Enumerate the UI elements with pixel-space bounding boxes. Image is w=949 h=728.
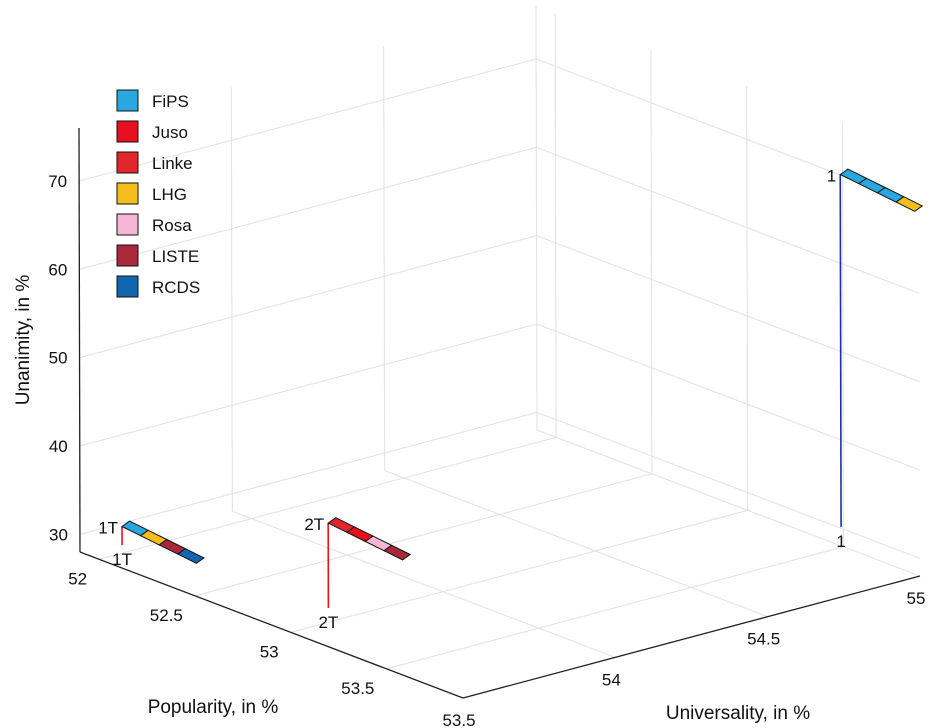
x-axis-title: Universality, in % <box>666 703 810 724</box>
legend: FiPS Juso Linke LHG Rosa LISTE RCDS <box>116 89 200 298</box>
stem-line <box>839 174 842 527</box>
gridline <box>536 429 921 577</box>
bar-segment <box>176 548 205 564</box>
x-tick-label: 54 <box>602 670 621 689</box>
tick-labels: 53.5 54 54.5 55 52 52.5 53 53.5 30 40 50 60 70 <box>48 172 925 728</box>
legend-label: RCDS <box>152 278 200 297</box>
grid-layer <box>78 5 921 699</box>
bar-segment <box>383 544 412 561</box>
gridline <box>536 235 920 383</box>
legend-label: LHG <box>152 185 187 204</box>
legend-label: Linke <box>152 154 193 173</box>
point-label: 1 <box>827 166 836 185</box>
point-label: 2T <box>304 515 324 534</box>
gridline <box>535 5 538 431</box>
gridline <box>536 411 921 559</box>
gridline <box>290 509 748 633</box>
gridline <box>384 470 768 618</box>
y-tick-label: 53 <box>260 642 279 661</box>
gridline <box>386 546 844 670</box>
legend-label: FiPS <box>152 92 189 111</box>
z-axis-line <box>78 127 81 553</box>
legend-label: LISTE <box>152 247 199 266</box>
bar-segment <box>895 196 924 212</box>
gridline <box>79 411 538 535</box>
legend-swatch <box>116 89 139 112</box>
legend-label: Rosa <box>152 216 192 235</box>
gridline <box>232 510 616 658</box>
legend-label: Juso <box>152 123 188 142</box>
z-tick-label: 70 <box>48 172 67 191</box>
z-tick-label: 50 <box>49 349 68 368</box>
x-axis-line <box>462 575 921 699</box>
stem-label: 2T <box>318 613 338 632</box>
gridline <box>554 13 557 438</box>
gridline <box>230 87 233 512</box>
y-tick-label: 53.5 <box>341 679 374 698</box>
gridline <box>194 473 653 597</box>
gridline <box>78 58 537 182</box>
legend-swatch <box>116 182 139 205</box>
gridline <box>536 146 920 294</box>
y-axis-title: Popularity, in % <box>148 697 279 718</box>
z-tick-label: 60 <box>48 260 67 279</box>
y-tick-label: 52.5 <box>150 606 183 625</box>
point-label: 1T <box>98 519 118 538</box>
data-marks: 1T 1T 2T 2T 1 1 <box>98 166 924 632</box>
axis-titles: Universality, in % Popularity, in % Unan… <box>13 275 810 724</box>
gridline <box>79 323 537 447</box>
stem-label: 1T <box>112 550 132 569</box>
gridline <box>650 49 653 474</box>
gridline <box>99 436 557 560</box>
legend-swatch <box>116 213 139 236</box>
gridline <box>746 86 749 511</box>
gridline <box>79 235 537 359</box>
legend-swatch <box>116 120 139 143</box>
gridline <box>79 146 537 270</box>
x-tick-label: 54.5 <box>747 630 780 649</box>
z-tick-label: 40 <box>49 437 68 456</box>
axes-layer <box>78 127 921 699</box>
gridline <box>536 323 920 471</box>
legend-swatch <box>116 244 139 267</box>
y-axis-line <box>79 551 464 699</box>
z-tick-label: 30 <box>49 525 68 544</box>
legend-swatch <box>116 151 139 174</box>
legend-swatch <box>116 275 139 298</box>
stem-label: 1 <box>836 532 845 551</box>
z-axis-title: Unanimity, in % <box>13 275 34 406</box>
gridline <box>841 122 844 547</box>
y-tick-label: 52 <box>68 569 87 588</box>
x-tick-label: 53.5 <box>442 711 475 728</box>
gridline <box>383 46 386 471</box>
x-tick-label: 55 <box>907 589 926 608</box>
